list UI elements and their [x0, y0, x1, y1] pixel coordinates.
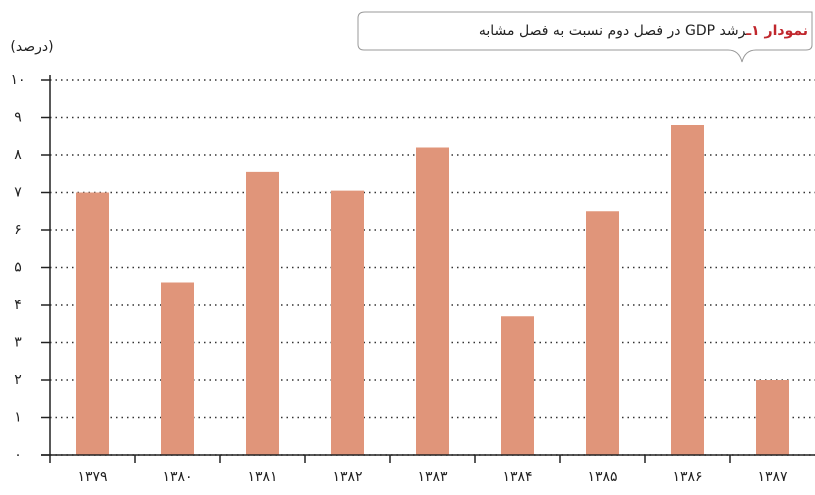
- bar: [671, 125, 704, 455]
- y-tick-label: ۰: [14, 447, 22, 463]
- x-tick-label: ۱۳۷۹: [77, 469, 107, 485]
- bar: [756, 380, 789, 455]
- chart-title: نمودار ۱ـرشد GDP در فصل دوم نسبت به فصل …: [479, 23, 808, 39]
- x-tick-label: ۱۳۸۵: [587, 469, 617, 485]
- title-text: رشد GDP در فصل دوم نسبت به فصل مشابه: [479, 23, 747, 39]
- bar: [161, 282, 194, 455]
- bar: [501, 316, 534, 455]
- bar: [331, 190, 364, 455]
- y-tick-label: ۱: [14, 410, 22, 426]
- title-box: [357, 11, 813, 63]
- y-tick-label: ۱۰: [10, 72, 25, 88]
- x-tick-label: ۱۳۸۳: [417, 469, 448, 485]
- x-tick-label: ۱۳۸۷: [757, 469, 788, 485]
- x-tick-label: ۱۳۸۲: [332, 469, 362, 485]
- x-tick-label: ۱۳۸۶: [672, 469, 702, 485]
- x-tick-label: ۱۳۸۱: [247, 469, 277, 485]
- y-tick-label: ۹: [14, 110, 22, 126]
- y-axis-label: (درصد): [10, 39, 53, 55]
- title-label: نمودار ۱ـ: [745, 23, 808, 39]
- y-tick-label: ۸: [14, 147, 22, 163]
- y-tick-label: ۶: [14, 222, 22, 238]
- bar: [76, 192, 109, 455]
- bar: [246, 171, 279, 455]
- bar: [586, 211, 619, 455]
- y-tick-label: ۳: [14, 335, 22, 351]
- y-tick-label: ۲: [14, 372, 22, 388]
- y-tick-label: ۷: [14, 185, 22, 201]
- bar: [416, 147, 449, 455]
- y-tick-label: ۵: [14, 260, 22, 276]
- x-tick-label: ۱۳۸۴: [502, 469, 532, 485]
- y-tick-label: ۴: [14, 297, 22, 313]
- x-tick-label: ۱۳۸۰: [162, 469, 192, 485]
